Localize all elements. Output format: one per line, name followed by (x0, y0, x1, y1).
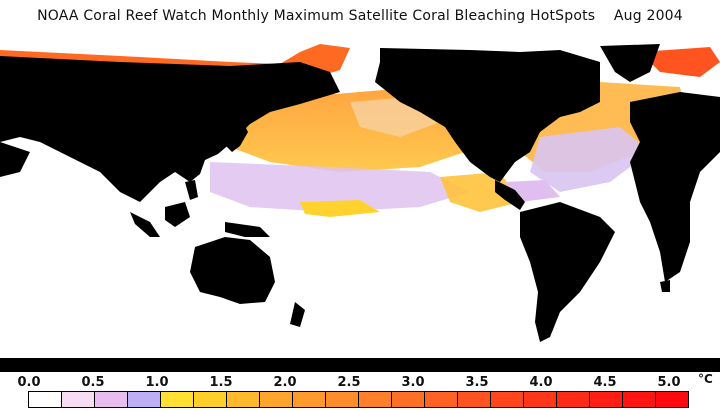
colorbar-bin (160, 391, 194, 408)
tick-label: 1.5 (209, 375, 233, 390)
colorbar (28, 391, 689, 408)
tick-label: 2.0 (273, 375, 297, 390)
land-eurasia-east (0, 56, 340, 202)
land-greenland (600, 44, 660, 82)
tick-label: 4.5 (593, 375, 617, 390)
land-new-zealand (290, 302, 305, 327)
hotspot-atlantic-lavender (530, 127, 650, 192)
colorbar-tick-labels: 0.0 0.5 1.0 1.5 2.0 2.5 3.0 3.5 4.0 4.5 … (0, 375, 720, 391)
colorbar-bin (424, 391, 458, 408)
colorbar-bin (391, 391, 425, 408)
colorbar-bin (655, 391, 689, 408)
land-new-guinea (225, 222, 270, 237)
colorbar-bin (490, 391, 524, 408)
tick-label: 0.0 (17, 375, 41, 390)
colorbar-bin (28, 391, 62, 408)
land-japan (226, 122, 248, 152)
colorbar-unit: °C (698, 372, 713, 386)
tick-label: 1.0 (145, 375, 169, 390)
land-antarctic-tip (660, 280, 670, 292)
colorbar-bin (292, 391, 326, 408)
colorbar-bin (358, 391, 392, 408)
landmasses (0, 44, 720, 342)
tick-label: 5.0 (657, 375, 681, 390)
colorbar-bin (589, 391, 623, 408)
land-antarctica (0, 358, 720, 372)
tick-label: 3.0 (401, 375, 425, 390)
tick-label: 2.5 (337, 375, 361, 390)
land-south-america (520, 202, 615, 342)
colorbar-bin (61, 391, 95, 408)
colorbar-bin (127, 391, 161, 408)
world-hotspot-map (0, 42, 720, 372)
colorbar-bin (325, 391, 359, 408)
tick-label: 3.5 (465, 375, 489, 390)
colorbar-bin (523, 391, 557, 408)
map-title: NOAA Coral Reef Watch Monthly Maximum Sa… (37, 8, 683, 24)
land-philippines (185, 180, 198, 200)
colorbar-bin (457, 391, 491, 408)
tick-label: 0.5 (81, 375, 105, 390)
tick-label: 4.0 (529, 375, 553, 390)
land-borneo (165, 202, 190, 227)
land-central-america (495, 180, 525, 210)
land-australia (190, 237, 275, 304)
land-europe-africa (630, 92, 720, 282)
hotspot-arctic-atlantic (640, 47, 720, 77)
hotspot-equatorial-yellow (300, 200, 380, 217)
colorbar-bin (556, 391, 590, 408)
colorbar-bin (94, 391, 128, 408)
land-sumatra (130, 212, 160, 237)
colorbar-bin (193, 391, 227, 408)
hotspot-patches (0, 44, 720, 217)
colorbar-bin (259, 391, 293, 408)
land-eurasia-west-edge (0, 142, 30, 177)
hotspot-pacific-lavender (210, 162, 470, 212)
land-north-america (375, 48, 600, 182)
colorbar-bin (226, 391, 260, 408)
colorbar-bin (622, 391, 656, 408)
